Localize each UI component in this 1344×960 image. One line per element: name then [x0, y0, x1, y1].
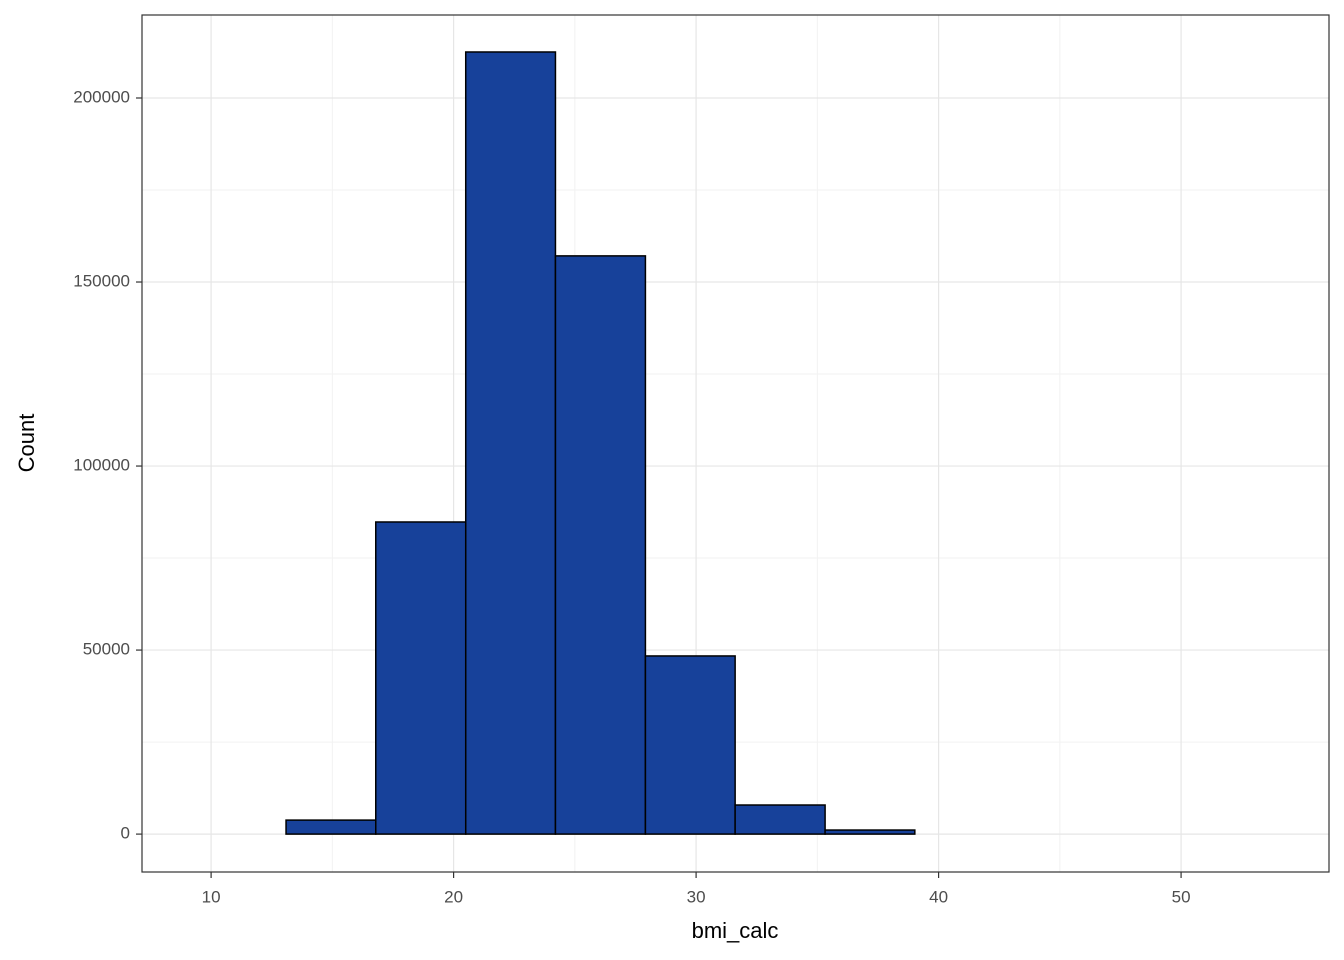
x-tick-label: 40: [929, 887, 948, 906]
bar: [644, 655, 736, 835]
bar: [285, 819, 377, 835]
x-tick-label: 20: [444, 887, 463, 906]
panel-border: [141, 14, 1330, 873]
x-axis-title: bmi_calc: [692, 918, 779, 943]
y-tick-label: 200000: [73, 87, 130, 106]
bar: [375, 521, 467, 835]
bar: [464, 51, 557, 835]
y-tick-label: 150000: [73, 272, 130, 291]
x-tick-label: 30: [687, 887, 706, 906]
bar: [734, 804, 826, 835]
bars: [285, 51, 916, 835]
x-tick-label: 10: [202, 887, 221, 906]
x-tick-label: 50: [1172, 887, 1191, 906]
y-tick-label: 100000: [73, 456, 130, 475]
bar: [824, 829, 916, 835]
y-tick-label: 0: [121, 824, 130, 843]
y-tick-label: 50000: [83, 640, 130, 659]
y-axis-title: Count: [14, 414, 39, 473]
bar: [554, 255, 647, 835]
